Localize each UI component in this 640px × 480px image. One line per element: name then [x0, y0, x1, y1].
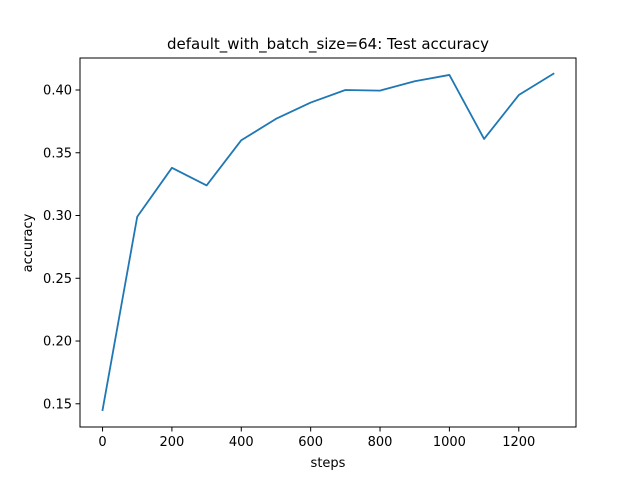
- x-tick-label: 200: [160, 435, 185, 450]
- y-axis-label: accuracy: [21, 213, 36, 272]
- x-tick-label: 600: [298, 435, 323, 450]
- axes-frame: [79, 57, 577, 428]
- y-tick-label: 0.20: [43, 335, 72, 350]
- x-axis-label: steps: [311, 456, 346, 471]
- x-tick-label: 0: [98, 435, 106, 450]
- y-tick-label: 0.35: [43, 146, 72, 161]
- series-line-0: [101, 72, 555, 412]
- x-tick-label: 1000: [433, 435, 466, 450]
- y-tick-label: 0.25: [43, 272, 72, 287]
- x-tick-label: 800: [368, 435, 393, 450]
- y-tick-label: 0.30: [43, 209, 72, 224]
- x-tick-label: 400: [229, 435, 254, 450]
- y-tick-label: 0.40: [43, 84, 72, 99]
- axis-ticks: 0 200 400 600 800 1000 1200 0.15 0.20 0.25 0.30 0.3…: [43, 84, 535, 450]
- plot-area: [79, 57, 577, 428]
- chart-title: default_with_batch_size=64: Test accurac…: [167, 35, 489, 54]
- x-tick-label: 1200: [502, 435, 535, 450]
- y-tick-label: 0.15: [43, 397, 72, 412]
